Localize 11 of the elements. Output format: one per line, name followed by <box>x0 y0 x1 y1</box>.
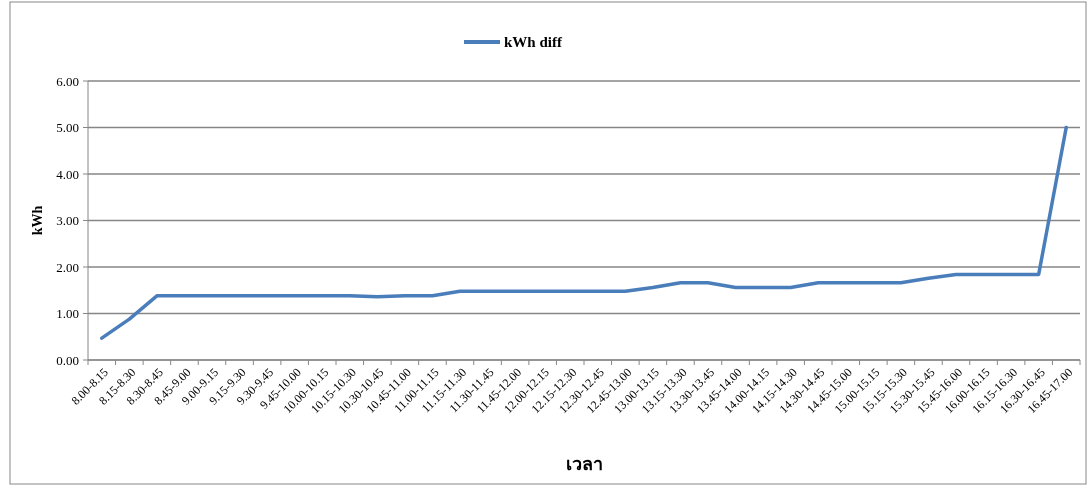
legend-label: kWh diff <box>504 34 563 51</box>
x-axis-title: เวลา <box>565 454 603 474</box>
y-tick-label: 1.00 <box>56 306 79 322</box>
y-tick-label: 6.00 <box>56 73 79 89</box>
y-tick-label: 3.00 <box>56 213 79 229</box>
line-series <box>100 125 1068 340</box>
y-tick-label: 4.00 <box>56 166 79 182</box>
y-tick-label: 5.00 <box>56 120 79 136</box>
y-tick-label: 2.00 <box>56 259 79 275</box>
y-axis-title: kWh <box>30 205 45 236</box>
y-tick-label: 0.00 <box>56 352 79 368</box>
